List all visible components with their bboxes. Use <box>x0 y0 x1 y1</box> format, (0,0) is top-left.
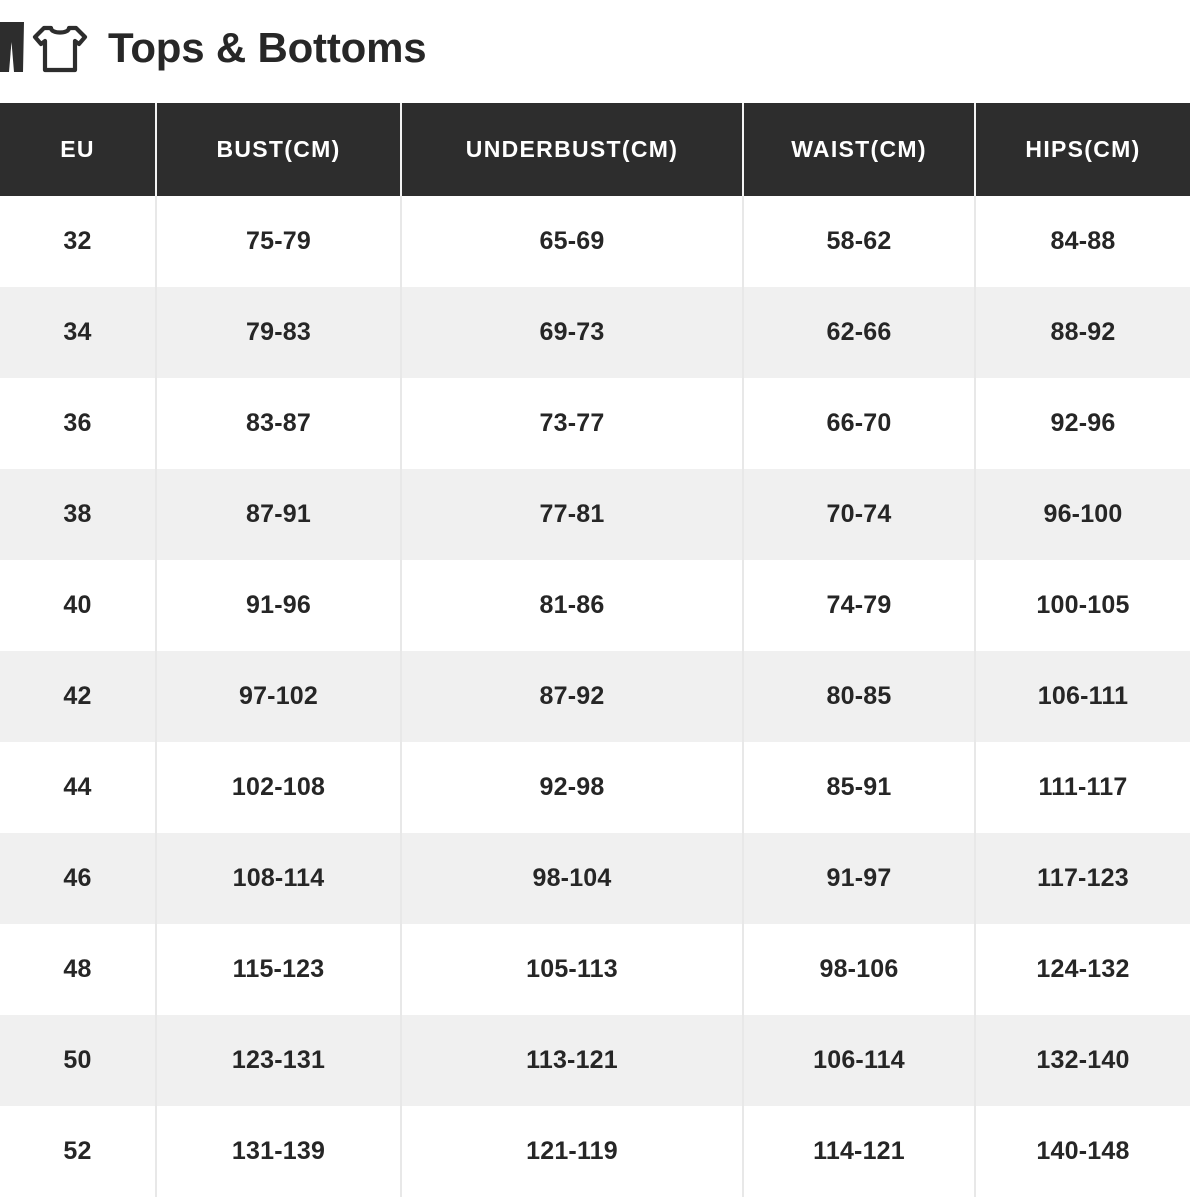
cell-eu: 44 <box>0 742 157 833</box>
cell-hips: 140-148 <box>975 1106 1190 1197</box>
table-body: 32 75-79 65-69 58-62 84-88 34 79-83 69-7… <box>0 196 1190 1197</box>
cell-waist: 106-114 <box>743 1015 976 1106</box>
table-row: 52 131-139 121-119 114-121 140-148 <box>0 1106 1190 1197</box>
tshirt-icon <box>32 24 88 74</box>
cell-bust: 97-102 <box>156 651 402 742</box>
cell-eu: 34 <box>0 287 157 378</box>
cell-bust: 115-123 <box>156 924 402 1015</box>
cell-hips: 84-88 <box>975 196 1190 287</box>
cell-underbust: 69-73 <box>401 287 744 378</box>
column-header-underbust: UNDERBUST(CM) <box>401 103 744 196</box>
cell-eu: 42 <box>0 651 157 742</box>
cell-hips: 132-140 <box>975 1015 1190 1106</box>
cell-hips: 88-92 <box>975 287 1190 378</box>
table-header: EU BUST(CM) UNDERBUST(CM) WAIST(CM) HIPS… <box>0 103 1190 196</box>
table-row: 46 108-114 98-104 91-97 117-123 <box>0 833 1190 924</box>
table-row: 48 115-123 105-113 98-106 124-132 <box>0 924 1190 1015</box>
cell-eu: 36 <box>0 378 157 469</box>
cell-bust: 75-79 <box>156 196 402 287</box>
cell-bust: 87-91 <box>156 469 402 560</box>
size-chart-table: EU BUST(CM) UNDERBUST(CM) WAIST(CM) HIPS… <box>0 103 1190 1197</box>
cell-bust: 123-131 <box>156 1015 402 1106</box>
cell-underbust: 73-77 <box>401 378 744 469</box>
cell-hips: 117-123 <box>975 833 1190 924</box>
cell-eu: 32 <box>0 196 157 287</box>
cell-waist: 85-91 <box>743 742 976 833</box>
cell-underbust: 81-86 <box>401 560 744 651</box>
cell-underbust: 87-92 <box>401 651 744 742</box>
cell-bust: 79-83 <box>156 287 402 378</box>
cell-waist: 66-70 <box>743 378 976 469</box>
cell-waist: 80-85 <box>743 651 976 742</box>
cell-underbust: 113-121 <box>401 1015 744 1106</box>
table-row: 34 79-83 69-73 62-66 88-92 <box>0 287 1190 378</box>
table-row: 36 83-87 73-77 66-70 92-96 <box>0 378 1190 469</box>
cell-eu: 38 <box>0 469 157 560</box>
column-header-waist: WAIST(CM) <box>743 103 976 196</box>
cell-bust: 83-87 <box>156 378 402 469</box>
cell-eu: 50 <box>0 1015 157 1106</box>
title-bar: Tops & Bottoms <box>0 0 1200 103</box>
pants-icon <box>0 21 26 74</box>
cell-underbust: 65-69 <box>401 196 744 287</box>
cell-waist: 62-66 <box>743 287 976 378</box>
cell-waist: 58-62 <box>743 196 976 287</box>
cell-hips: 100-105 <box>975 560 1190 651</box>
cell-underbust: 77-81 <box>401 469 744 560</box>
cell-eu: 48 <box>0 924 157 1015</box>
cell-underbust: 121-119 <box>401 1106 744 1197</box>
cell-hips: 96-100 <box>975 469 1190 560</box>
cell-waist: 74-79 <box>743 560 976 651</box>
table-header-row: EU BUST(CM) UNDERBUST(CM) WAIST(CM) HIPS… <box>0 103 1190 196</box>
column-header-hips: HIPS(CM) <box>975 103 1190 196</box>
cell-eu: 46 <box>0 833 157 924</box>
cell-bust: 102-108 <box>156 742 402 833</box>
cell-bust: 131-139 <box>156 1106 402 1197</box>
cell-hips: 111-117 <box>975 742 1190 833</box>
cell-underbust: 105-113 <box>401 924 744 1015</box>
cell-waist: 91-97 <box>743 833 976 924</box>
table-row: 40 91-96 81-86 74-79 100-105 <box>0 560 1190 651</box>
cell-underbust: 98-104 <box>401 833 744 924</box>
cell-eu: 52 <box>0 1106 157 1197</box>
cell-bust: 91-96 <box>156 560 402 651</box>
cell-underbust: 92-98 <box>401 742 744 833</box>
table-row: 38 87-91 77-81 70-74 96-100 <box>0 469 1190 560</box>
cell-waist: 114-121 <box>743 1106 976 1197</box>
table-row: 32 75-79 65-69 58-62 84-88 <box>0 196 1190 287</box>
page-title: Tops & Bottoms <box>108 23 427 71</box>
table-row: 42 97-102 87-92 80-85 106-111 <box>0 651 1190 742</box>
table-row: 50 123-131 113-121 106-114 132-140 <box>0 1015 1190 1106</box>
cell-hips: 106-111 <box>975 651 1190 742</box>
cell-hips: 124-132 <box>975 924 1190 1015</box>
column-header-bust: BUST(CM) <box>156 103 402 196</box>
table-row: 44 102-108 92-98 85-91 111-117 <box>0 742 1190 833</box>
column-header-eu: EU <box>0 103 157 196</box>
cell-hips: 92-96 <box>975 378 1190 469</box>
cell-eu: 40 <box>0 560 157 651</box>
cell-waist: 70-74 <box>743 469 976 560</box>
cell-bust: 108-114 <box>156 833 402 924</box>
cell-waist: 98-106 <box>743 924 976 1015</box>
